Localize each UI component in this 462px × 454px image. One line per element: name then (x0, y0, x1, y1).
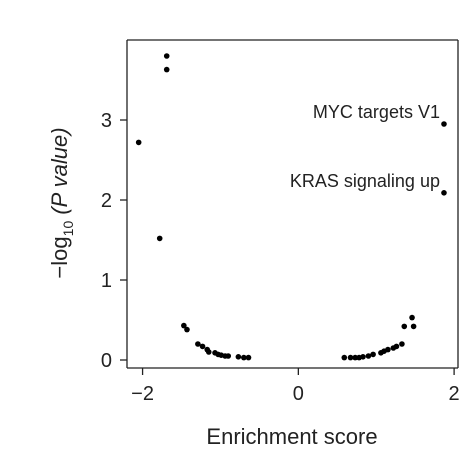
y-tick-label: 0 (101, 350, 112, 372)
data-point (199, 343, 206, 350)
data-point (241, 354, 247, 361)
x-tick-label: −2 (131, 383, 154, 405)
y-tick-label: 2 (101, 190, 112, 212)
data-point (401, 323, 408, 330)
data-point (370, 351, 376, 358)
plot-frame (126, 39, 459, 369)
point-label: MYC targets V1 (313, 102, 440, 122)
data-point (163, 53, 170, 59)
point-annotations: MYC targets V1 KRAS signaling up (290, 102, 440, 191)
data-point (163, 66, 170, 73)
point-label: KRAS signaling up (290, 171, 440, 191)
x-ticks: −2 0 2 (131, 368, 460, 405)
data-point (184, 326, 190, 333)
data-point (441, 121, 447, 127)
data-point (399, 341, 405, 347)
data-point (181, 322, 187, 329)
data-point (225, 353, 232, 359)
data-points (135, 53, 447, 361)
data-point (245, 354, 252, 361)
x-tick-label: 2 (449, 383, 460, 405)
y-tick-label: 3 (101, 110, 112, 132)
data-point (205, 349, 212, 355)
data-point (347, 354, 354, 361)
data-point (195, 341, 201, 347)
y-axis-label: −log10 (P value) (47, 127, 76, 278)
y-axis-label-prefix: −log (47, 236, 72, 278)
y-axis-label-suffix: (P value) (47, 127, 72, 220)
y-ticks: 0 1 2 3 (101, 110, 127, 372)
data-point (360, 354, 366, 360)
data-point (410, 323, 417, 330)
y-tick-label: 1 (101, 270, 112, 292)
x-tick-label: 0 (293, 383, 304, 405)
data-point (365, 353, 372, 359)
data-point (352, 354, 358, 361)
data-point (341, 354, 348, 361)
x-axis-label: Enrichment score (206, 424, 377, 449)
data-point (409, 314, 415, 321)
data-point (156, 235, 163, 242)
data-point (385, 346, 391, 353)
data-point (393, 343, 400, 350)
data-point (235, 354, 242, 360)
y-axis-label-subscript: 10 (60, 221, 76, 237)
data-point (441, 190, 447, 196)
data-point (135, 139, 142, 146)
